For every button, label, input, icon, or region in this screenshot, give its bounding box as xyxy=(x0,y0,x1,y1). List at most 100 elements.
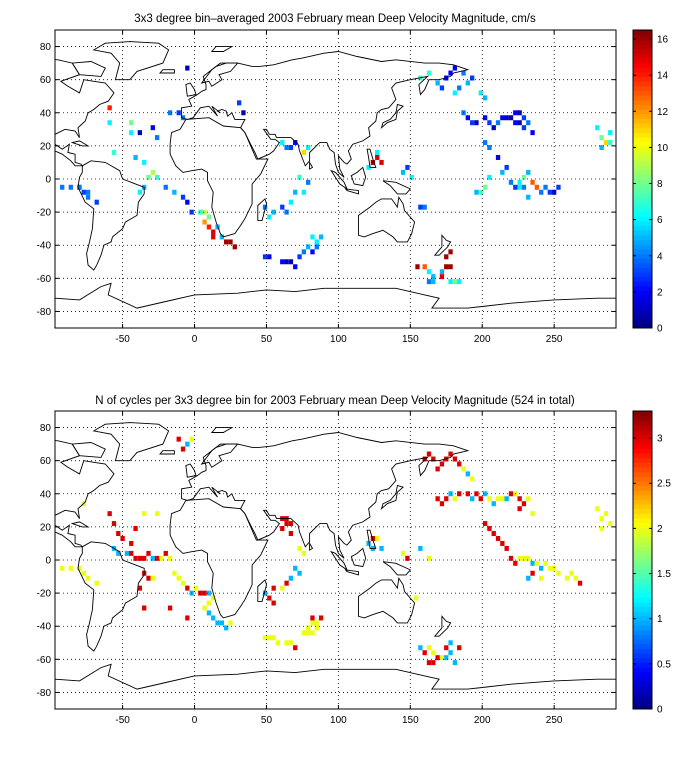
coastline xyxy=(169,117,269,238)
colorbar-segment xyxy=(633,276,652,282)
panel-bottom: N of cycles per 3x3 degree bin for 2003 … xyxy=(37,395,672,726)
data-cell xyxy=(116,550,121,556)
data-cell xyxy=(508,555,514,561)
data-cell xyxy=(534,560,540,566)
data-cell xyxy=(206,214,212,220)
data-cell xyxy=(293,189,298,195)
data-cell xyxy=(444,254,449,260)
data-cell xyxy=(431,660,436,666)
data-cell xyxy=(366,540,371,546)
data-cell xyxy=(547,565,552,571)
data-cell xyxy=(293,645,298,651)
data-cell xyxy=(193,585,199,591)
coastline xyxy=(330,169,349,191)
data-cell xyxy=(271,635,276,641)
coastline xyxy=(71,61,106,77)
data-cell xyxy=(107,105,112,111)
data-cell xyxy=(267,254,272,260)
data-cell xyxy=(461,70,466,76)
data-cell xyxy=(457,279,462,285)
data-cell xyxy=(426,269,432,275)
data-cell xyxy=(314,620,319,626)
colorbar-segment xyxy=(633,220,652,227)
data-cell xyxy=(513,184,518,190)
data-cell xyxy=(120,535,125,541)
y-tick-label: -40 xyxy=(37,622,52,633)
colorbar-segment xyxy=(633,504,652,510)
colorbar-segment xyxy=(633,118,652,124)
data-cell xyxy=(526,169,531,175)
data-cell xyxy=(301,550,307,556)
data-cell xyxy=(482,184,488,190)
data-cell xyxy=(306,630,311,636)
colorbar-segment xyxy=(633,671,652,677)
coastline xyxy=(358,195,416,243)
colorbar-segment xyxy=(633,323,652,329)
data-cell xyxy=(608,521,613,527)
data-cell xyxy=(370,535,376,541)
colorbar-segment xyxy=(633,541,652,547)
data-cell xyxy=(405,555,410,561)
data-cell xyxy=(293,140,298,146)
coastline xyxy=(257,198,267,221)
data-cell xyxy=(431,274,436,280)
x-tick-label: 200 xyxy=(474,334,491,345)
data-cell xyxy=(167,555,173,561)
data-cell xyxy=(521,501,527,507)
data-cell xyxy=(409,174,414,180)
data-cell xyxy=(154,555,160,561)
colorbar-segment xyxy=(633,169,652,175)
colorbar-segment xyxy=(633,314,652,320)
colorbar-segment xyxy=(633,434,652,440)
coastline xyxy=(55,663,616,709)
data-cell xyxy=(551,189,557,195)
data-cell xyxy=(413,595,419,601)
data-cell xyxy=(470,75,475,81)
data-cell xyxy=(60,184,65,190)
y-tick-label: -20 xyxy=(37,589,52,600)
data-cell xyxy=(452,660,458,666)
colorbar-segment xyxy=(633,620,652,626)
data-cell xyxy=(439,461,445,467)
data-cell xyxy=(146,174,151,180)
data-cell xyxy=(521,555,527,561)
data-cell xyxy=(142,511,147,517)
data-cell xyxy=(426,555,432,561)
coastline xyxy=(200,62,239,87)
coastline xyxy=(181,51,470,178)
chart-title: N of cycles per 3x3 degree bin for 2003 … xyxy=(95,395,575,407)
data-cell xyxy=(306,145,311,151)
data-cell xyxy=(172,189,177,195)
colorbar-segment xyxy=(633,109,652,115)
data-cell xyxy=(284,145,289,151)
colorbar-segment xyxy=(633,448,652,454)
colorbar-segment xyxy=(633,555,652,561)
data-cell xyxy=(439,85,445,91)
data-cell xyxy=(508,115,514,121)
coastline xyxy=(350,547,367,568)
colorbar-segment xyxy=(633,587,652,594)
data-cell xyxy=(530,179,535,185)
data-cell xyxy=(288,521,294,527)
data-cell xyxy=(508,491,514,497)
data-cell xyxy=(206,600,212,606)
colorbar-tick-label: 6 xyxy=(657,215,663,226)
plot-area: -50 0 50 100 150 200 250 -80 -60 -40 -20 0 20 40 60 80 xyxy=(37,29,617,345)
data-cell xyxy=(211,615,216,621)
data-cell xyxy=(301,189,307,195)
data-cell xyxy=(267,635,272,641)
data-cell xyxy=(297,174,302,180)
data-cell xyxy=(599,145,604,151)
colorbar-segment xyxy=(633,494,652,500)
data-cell xyxy=(310,249,315,255)
data-cell xyxy=(284,209,289,215)
colorbar-segment xyxy=(633,141,652,147)
coastline xyxy=(159,450,175,455)
data-cell xyxy=(232,244,237,250)
data-cell xyxy=(547,189,552,195)
data-cell xyxy=(185,615,190,621)
data-cell xyxy=(487,174,492,180)
data-cell xyxy=(415,264,420,270)
data-cell xyxy=(448,264,453,270)
